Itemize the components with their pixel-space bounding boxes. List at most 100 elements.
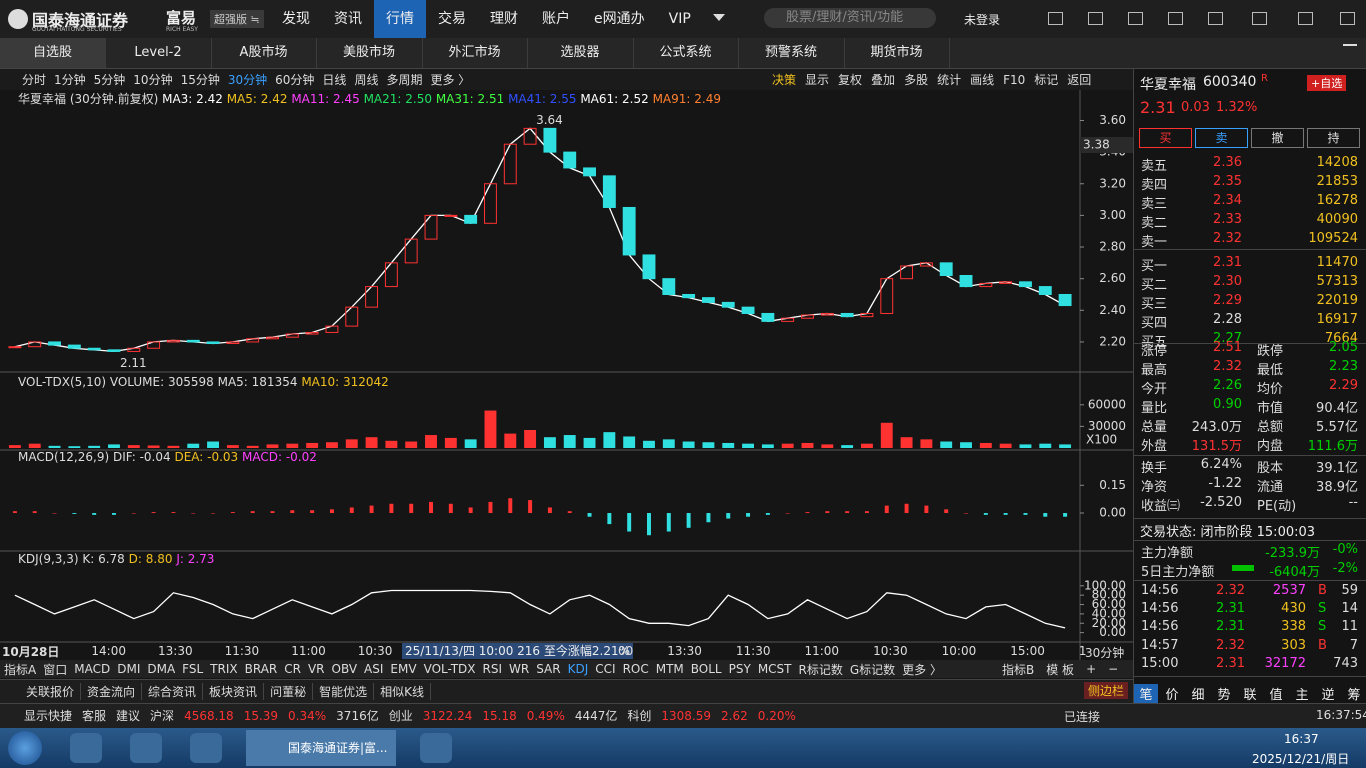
tool[interactable]: 多股 [904,73,929,87]
indicator-tab[interactable]: SAR [536,662,561,676]
indicator-tab[interactable]: KDJ [567,662,589,676]
indicator-tab[interactable]: G标记数 [849,662,896,677]
indicator-tab[interactable]: RSI [482,662,503,676]
menu-item[interactable]: 资讯 [334,11,362,27]
tab[interactable]: 自选股 [0,38,106,68]
quote-tab[interactable]: 联 [1243,688,1257,703]
menu-item[interactable]: VIP [668,11,691,27]
search[interactable]: 股票/理财/资讯/功能 [764,8,936,28]
indicator-tab[interactable]: 模 板 [1046,662,1075,677]
indicator-tab[interactable]: OBV [331,662,358,676]
indicator-tab[interactable]: 指标B [1002,662,1035,677]
menu-item[interactable]: e网通办 [594,11,645,27]
quote-tab[interactable]: 逆 [1321,688,1335,703]
quote-tab[interactable]: 筹 [1347,688,1361,703]
period[interactable]: 1分钟 [54,73,86,87]
indicator-tab[interactable]: PSY [728,662,751,676]
tool[interactable]: 叠加 [871,73,896,87]
taskbar-icon[interactable] [130,733,162,763]
window-icon[interactable] [1208,12,1223,25]
window-icon[interactable] [1340,12,1355,25]
indicator-tab[interactable]: CCI [595,662,616,676]
menu-item[interactable]: 发现 [282,11,310,27]
indicator-tab[interactable]: ASI [364,662,384,676]
period[interactable]: 15分钟 [180,73,220,87]
tool[interactable]: 显示 [805,73,830,87]
window-icon[interactable] [1048,12,1063,25]
period[interactable]: 10分钟 [133,73,173,87]
indicator-tab[interactable]: WR [509,662,530,676]
menu-item[interactable]: 交易 [438,11,466,27]
menu-dropdown[interactable] [713,14,725,27]
menu-item[interactable]: 账户 [542,11,570,27]
trade-button[interactable]: 持 [1307,128,1360,148]
indicator-tab[interactable]: + [1086,662,1097,676]
bottom-tab[interactable]: 关联报价 [20,682,82,700]
taskbar-icon[interactable] [190,733,222,763]
tab[interactable]: 期货市场 [844,38,950,68]
indicator-tab[interactable]: 更多 〉 [902,662,942,677]
tab[interactable]: 美股市场 [317,38,423,68]
taskbar-app[interactable]: 国泰海通证券|富... [246,730,396,766]
tool[interactable]: 决策 [772,73,797,87]
window-icon[interactable] [1252,12,1267,25]
indicator-tab[interactable]: VR [307,662,325,676]
menu-item[interactable]: 行情 [374,0,426,38]
quote-tab[interactable]: 值 [1269,688,1283,703]
bottom-tab[interactable]: 问董秘 [264,682,314,700]
quote-tab[interactable]: 势 [1217,688,1231,703]
tool[interactable]: 画线 [970,73,995,87]
indicator-tab[interactable]: EMV [390,662,417,676]
indicator-tab[interactable]: MACD [74,662,111,676]
sidebar-btn[interactable]: 侧边栏 [1084,682,1129,699]
window-icon[interactable] [1298,12,1313,25]
trade-button[interactable]: 买 [1139,128,1192,148]
indicator-tab[interactable]: DMI [117,662,141,676]
quote-tab[interactable]: 主 [1295,688,1309,703]
quote-tab[interactable]: 价 [1165,688,1179,703]
window-icon[interactable] [1088,12,1103,25]
indicator-tab[interactable]: VOL-TDX [423,662,476,676]
tab[interactable]: 预警系统 [739,38,845,68]
tool[interactable]: 返回 [1067,73,1092,87]
bottom-tab[interactable]: 综合资讯 [142,682,204,700]
tab[interactable]: A股市场 [211,38,317,68]
indicator-tab[interactable]: MTM [655,662,684,676]
period[interactable]: 更多 〉 [430,73,471,87]
bottom-tab[interactable]: 板块资讯 [203,682,265,700]
tool[interactable]: 统计 [937,73,962,87]
tab[interactable]: 选股器 [528,38,634,68]
edition[interactable]: 超强版 ≒ [210,10,264,28]
taskbar-icon[interactable] [70,733,102,763]
tab[interactable]: Level-2 [106,38,212,68]
tab[interactable]: 外汇市场 [422,38,528,68]
period[interactable]: 周线 [354,73,379,87]
period[interactable]: 60分钟 [275,73,315,87]
bottom-tab[interactable]: 资金流向 [81,682,143,700]
indicator-tab[interactable]: R标记数 [798,662,843,677]
period[interactable]: 分时 [22,73,47,87]
bottom-tab[interactable]: 相似K线 [374,682,431,700]
period[interactable]: 日线 [322,73,347,87]
indicator-tab[interactable]: CR [284,662,301,676]
start-button[interactable] [8,731,42,765]
trade-button[interactable]: 卖 [1195,128,1248,148]
indicator-tab[interactable]: − [1108,662,1119,676]
add-watch[interactable]: +自选 [1307,75,1347,91]
quote-tab[interactable]: 细 [1191,688,1205,703]
period[interactable]: 30分钟 [227,73,268,87]
indicator-tab[interactable]: 指标A [4,662,37,677]
indicator-tab[interactable]: TRIX [210,662,238,676]
tab[interactable]: 公式系统 [633,38,739,68]
indicator-tab[interactable]: DMA [147,662,176,676]
tool[interactable]: 复权 [838,73,863,87]
indicator-tab[interactable]: BRAR [244,662,278,676]
tool[interactable]: 标记 [1034,73,1059,87]
quote-tab[interactable]: 笔 [1134,684,1158,703]
tool[interactable]: F10 [1003,72,1026,87]
menu-item[interactable]: 理财 [490,11,518,27]
trade-button[interactable]: 撤 [1251,128,1304,148]
taskbar-icon[interactable] [420,733,452,763]
indicator-tab[interactable]: 窗口 [43,662,68,677]
indicator-tab[interactable]: BOLL [690,662,722,676]
